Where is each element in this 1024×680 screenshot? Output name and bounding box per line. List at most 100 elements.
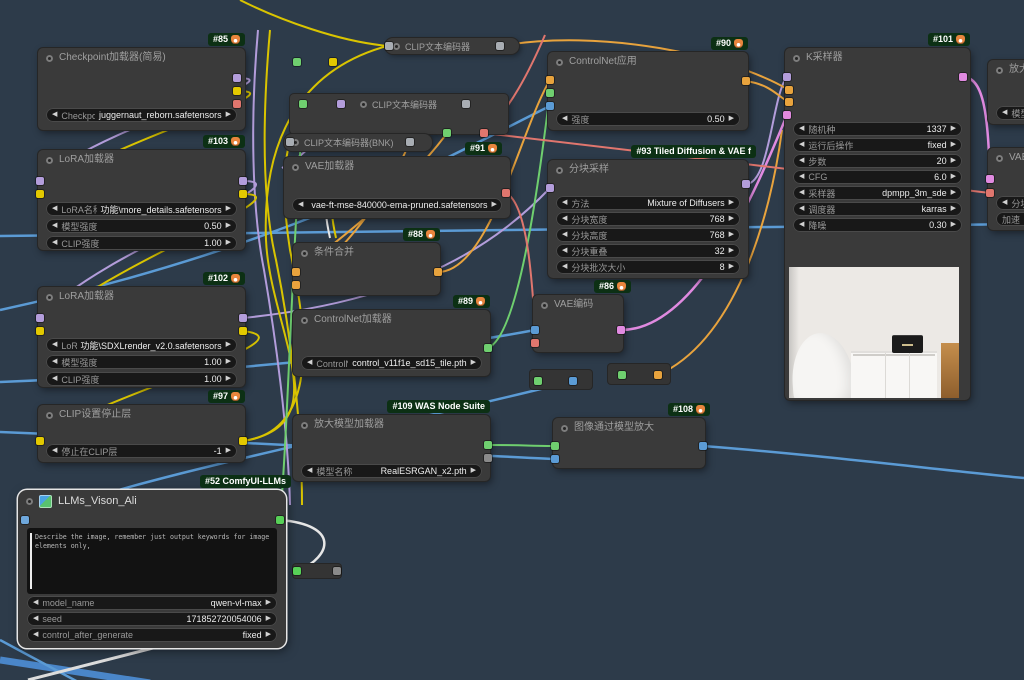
input-port-image[interactable]	[546, 102, 554, 110]
output-port[interactable]	[333, 567, 341, 575]
collapse-icon[interactable]	[26, 497, 33, 505]
collapse-icon[interactable]	[46, 411, 53, 419]
input-port[interactable]	[337, 100, 345, 108]
input-port-model[interactable]	[36, 314, 44, 322]
prev-arrow-icon[interactable]	[1002, 196, 1007, 210]
model-widget[interactable]: 模型	[996, 106, 1024, 120]
node-title[interactable]: ControlNet应用	[548, 52, 748, 72]
port-dot[interactable]	[654, 371, 662, 379]
next-arrow-icon[interactable]	[951, 202, 956, 216]
node-upscale-partial[interactable]: 放大 模型	[988, 60, 1024, 124]
next-arrow-icon[interactable]	[951, 170, 956, 184]
input-port-model[interactable]	[546, 184, 554, 192]
denoise-widget[interactable]: 降噪0.30	[793, 218, 962, 232]
output-port-conditioning[interactable]	[406, 138, 414, 146]
input-port-vae[interactable]	[986, 189, 994, 197]
collapse-icon[interactable]	[556, 58, 563, 66]
input-port-model[interactable]	[783, 73, 791, 81]
next-arrow-icon[interactable]	[951, 122, 956, 136]
input-port-string[interactable]	[293, 567, 301, 575]
output-port-model[interactable]	[239, 177, 247, 185]
port-dot-vae[interactable]	[480, 129, 488, 137]
stop-at-clip-layer-widget[interactable]: 停止在CLIP层-1	[46, 444, 237, 458]
node-title[interactable]: K采样器	[785, 48, 970, 68]
port-dot[interactable]	[618, 371, 626, 379]
next-arrow-icon[interactable]	[226, 108, 231, 122]
reroute-dot[interactable]	[293, 58, 301, 66]
ckpt-name-widget[interactable]: Checkpoint名称juggernaut_reborn.safetensor…	[46, 108, 237, 122]
prev-arrow-icon[interactable]	[799, 138, 804, 152]
output-port-conditioning[interactable]	[462, 100, 470, 108]
prev-arrow-icon[interactable]	[52, 236, 57, 250]
output-port-clip[interactable]	[239, 437, 247, 445]
node-vae-encode[interactable]: #86 VAE编码	[533, 280, 631, 352]
next-arrow-icon[interactable]	[226, 444, 231, 458]
output-port-string[interactable]	[276, 516, 284, 524]
prev-arrow-icon[interactable]	[1002, 106, 1007, 120]
prev-arrow-icon[interactable]	[562, 260, 567, 274]
node-checkpoint-loader[interactable]: #85 Checkpoint加载器(简易) Checkpoint名称jugger…	[38, 33, 245, 130]
node-controlnet-loader[interactable]: #89 ControlNet加载器 ControlNet名称control_v1…	[293, 295, 490, 376]
node-title[interactable]: 条件合并	[293, 243, 440, 263]
collapse-icon[interactable]	[996, 66, 1003, 74]
node-clip-set-last-layer[interactable]: #97 CLIP设置停止层 停止在CLIP层-1	[38, 390, 245, 462]
collapse-icon[interactable]	[360, 100, 367, 108]
collapse-icon[interactable]	[393, 42, 400, 50]
collapse-icon[interactable]	[793, 54, 800, 62]
next-arrow-icon[interactable]	[951, 186, 956, 200]
next-arrow-icon[interactable]	[226, 372, 231, 386]
collapse-icon[interactable]	[301, 316, 308, 324]
next-arrow-icon[interactable]	[471, 464, 476, 478]
input-port[interactable]	[385, 42, 393, 50]
prev-arrow-icon[interactable]	[562, 112, 567, 126]
port-dot[interactable]	[443, 129, 451, 137]
prev-arrow-icon[interactable]	[562, 228, 567, 242]
collapse-icon[interactable]	[46, 293, 53, 301]
node-title[interactable]: VAE编码	[533, 295, 623, 315]
input-port-negative[interactable]	[785, 98, 793, 106]
output-port-model[interactable]	[742, 180, 750, 188]
collapse-icon[interactable]	[996, 154, 1003, 162]
prev-arrow-icon[interactable]	[298, 198, 303, 212]
input-port-controlnet[interactable]	[546, 89, 554, 97]
prev-arrow-icon[interactable]	[52, 338, 57, 352]
vae-name-widget[interactable]: vae-名称vae-ft-mse-840000-ema-pruned.safet…	[292, 198, 502, 212]
prev-arrow-icon[interactable]	[799, 154, 804, 168]
collapse-icon[interactable]	[46, 54, 53, 62]
prev-arrow-icon[interactable]	[52, 444, 57, 458]
output-port-latent[interactable]	[959, 73, 967, 81]
next-arrow-icon[interactable]	[226, 338, 231, 352]
prev-arrow-icon[interactable]	[562, 196, 567, 210]
port-dot[interactable]	[534, 377, 542, 385]
next-arrow-icon[interactable]	[729, 212, 734, 226]
output-port-image[interactable]	[699, 442, 707, 450]
collapse-icon[interactable]	[46, 156, 53, 164]
output-port-vae[interactable]	[502, 189, 510, 197]
output-port-clip[interactable]	[239, 190, 247, 198]
prev-arrow-icon[interactable]	[52, 108, 57, 122]
node-title[interactable]: 分块采样	[548, 160, 748, 180]
strength-widget[interactable]: 强度0.50	[556, 112, 740, 126]
node-title[interactable]: CLIP设置停止层	[38, 405, 245, 425]
next-arrow-icon[interactable]	[729, 228, 734, 242]
prev-arrow-icon[interactable]	[799, 202, 804, 216]
prev-arrow-icon[interactable]	[307, 356, 312, 370]
next-arrow-icon[interactable]	[729, 260, 734, 274]
node-lora-loader-102[interactable]: #102 LoRA加载器 LoRA名称功能\SDXLrender_v2.0.sa…	[38, 272, 245, 387]
node-vae-decode-partial[interactable]: VAE 分块 加速	[988, 148, 1024, 230]
input-port-vae[interactable]	[531, 339, 539, 347]
output-port-latent[interactable]	[617, 326, 625, 334]
prev-arrow-icon[interactable]	[33, 596, 38, 610]
